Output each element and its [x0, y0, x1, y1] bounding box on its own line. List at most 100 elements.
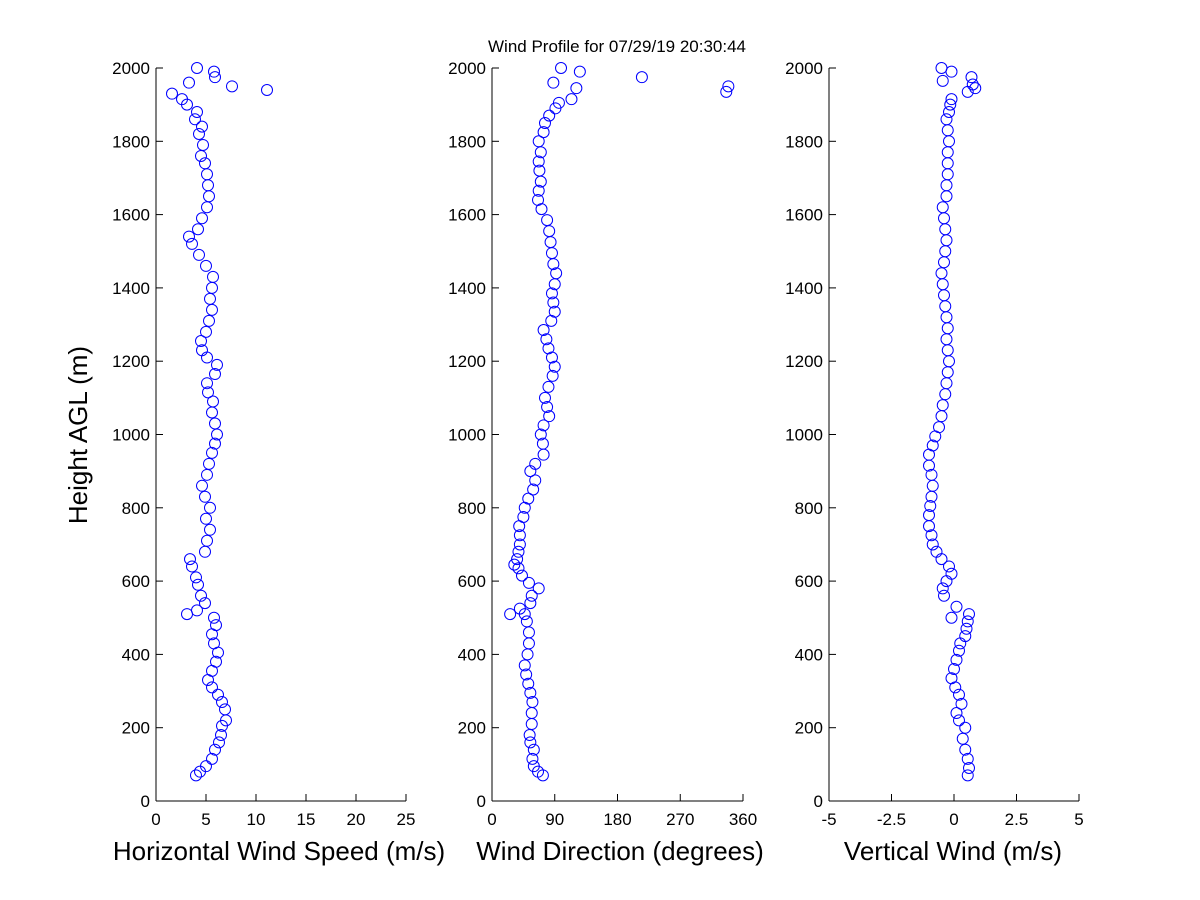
x-tick-label-5: 5	[1074, 810, 1083, 829]
data-point-40	[537, 448, 550, 461]
x-tick-label-0: 0	[151, 810, 160, 829]
x-tick-label-10: 10	[247, 810, 266, 829]
data-point-11	[945, 672, 958, 685]
x-tick-label-15: 15	[297, 810, 316, 829]
data-point-44	[543, 410, 556, 423]
figure-title: Wind Profile for 07/29/19 20:30:44	[488, 37, 746, 56]
data-point-2	[527, 760, 540, 773]
data-point-69	[533, 164, 546, 177]
data-point-58	[193, 248, 205, 261]
data-point-62	[544, 236, 557, 249]
data-point-63	[201, 201, 213, 214]
data-point-60	[183, 230, 195, 243]
data-point-14	[953, 644, 965, 657]
data-point-6	[953, 714, 965, 727]
data-point-64	[541, 214, 554, 227]
data-point-0	[961, 769, 974, 782]
data-point-59	[939, 223, 952, 236]
data-point-78	[565, 93, 578, 106]
y-tick-label-2000: 2000	[448, 59, 486, 78]
data-point-4	[527, 743, 540, 756]
x-tick-label-m2p5: -2.5	[877, 810, 906, 829]
data-point-60	[547, 258, 560, 271]
data-point-52	[203, 314, 215, 327]
data-point-67	[532, 184, 545, 197]
data-point-6	[523, 729, 536, 742]
data-point-26	[512, 562, 525, 575]
data-point-4	[956, 732, 969, 745]
data-point-21	[181, 608, 193, 621]
data-point-29	[512, 545, 525, 558]
y-tick-label-400: 400	[795, 645, 823, 664]
data-point-30	[925, 529, 938, 542]
data-point-61	[545, 247, 558, 260]
y-tick-label-1600: 1600	[112, 206, 150, 225]
x-tick-label-m5: -5	[821, 810, 836, 829]
y-tick-label-1200: 1200	[112, 352, 150, 371]
data-point-24	[522, 576, 535, 589]
data-point-85	[555, 62, 568, 74]
data-point-18	[961, 615, 974, 628]
data-point-84	[573, 65, 586, 78]
data-point-35	[926, 479, 939, 492]
data-point-0	[190, 769, 202, 782]
data-point-50	[941, 322, 954, 335]
data-point-53	[206, 303, 218, 316]
data-point-67	[943, 135, 955, 148]
data-point-72	[189, 113, 201, 126]
data-point-15	[954, 637, 967, 650]
data-point-30	[201, 534, 213, 547]
data-point-29	[926, 538, 939, 551]
data-point-69	[197, 138, 209, 151]
y-tick-label-2000: 2000	[785, 59, 823, 78]
x-axis-title: Wind Direction (degrees)	[476, 836, 764, 866]
data-point-22	[938, 589, 950, 602]
data-point-75	[543, 109, 556, 122]
data-point-50	[195, 335, 207, 348]
y-axis-title: Height AGL (m)	[63, 346, 93, 524]
data-point-73	[191, 105, 203, 118]
data-point-82	[191, 62, 203, 74]
data-point-56	[207, 270, 219, 283]
data-point-39	[209, 437, 221, 450]
data-point-56	[938, 256, 950, 269]
data-point-77	[936, 74, 949, 87]
data-point-5	[524, 736, 537, 749]
data-point-73	[537, 126, 550, 139]
data-point-8	[955, 697, 968, 710]
data-point-13	[950, 653, 963, 666]
data-point-31	[204, 523, 216, 536]
data-point-74	[538, 116, 551, 129]
panel-vertical-wind: -5 -2.5 0 2.5 5 0 200 400 600 800 1000 1200 1400 1600…	[785, 59, 1084, 866]
data-point-12	[520, 668, 533, 681]
data-point-46	[538, 391, 551, 404]
data-point-12	[206, 681, 218, 694]
data-point-47	[943, 355, 955, 368]
data-point-29	[199, 545, 211, 558]
y-tick-label-800: 800	[458, 499, 486, 518]
y-tick-label-1400: 1400	[448, 279, 486, 298]
data-point-4	[209, 743, 221, 756]
data-point-34	[199, 490, 211, 503]
data-point-36	[925, 468, 938, 481]
data-point-33	[517, 510, 530, 523]
data-point-19	[963, 608, 975, 621]
data-point-63	[940, 179, 953, 192]
data-point-25	[515, 569, 528, 582]
data-point-15	[522, 637, 535, 650]
y-tick-label-400: 400	[458, 645, 486, 664]
data-point-39	[926, 439, 939, 452]
data-point-6	[215, 729, 227, 742]
x-tick-label-90: 90	[545, 810, 564, 829]
panel-wind-direction: 0 90 180 270 360 0 200 400 600 800 1000 1200 1400 160…	[448, 59, 764, 866]
y-tick-label-200: 200	[122, 719, 150, 738]
data-point-66	[941, 146, 954, 159]
data-point-79	[935, 62, 948, 74]
data-point-66	[201, 168, 213, 181]
x-tick-label-20: 20	[347, 810, 366, 829]
y-tick-label-1800: 1800	[112, 132, 150, 151]
data-point-51	[940, 311, 953, 324]
data-point-10	[216, 696, 228, 709]
data-point-63	[543, 225, 556, 238]
data-point-9	[953, 688, 965, 701]
